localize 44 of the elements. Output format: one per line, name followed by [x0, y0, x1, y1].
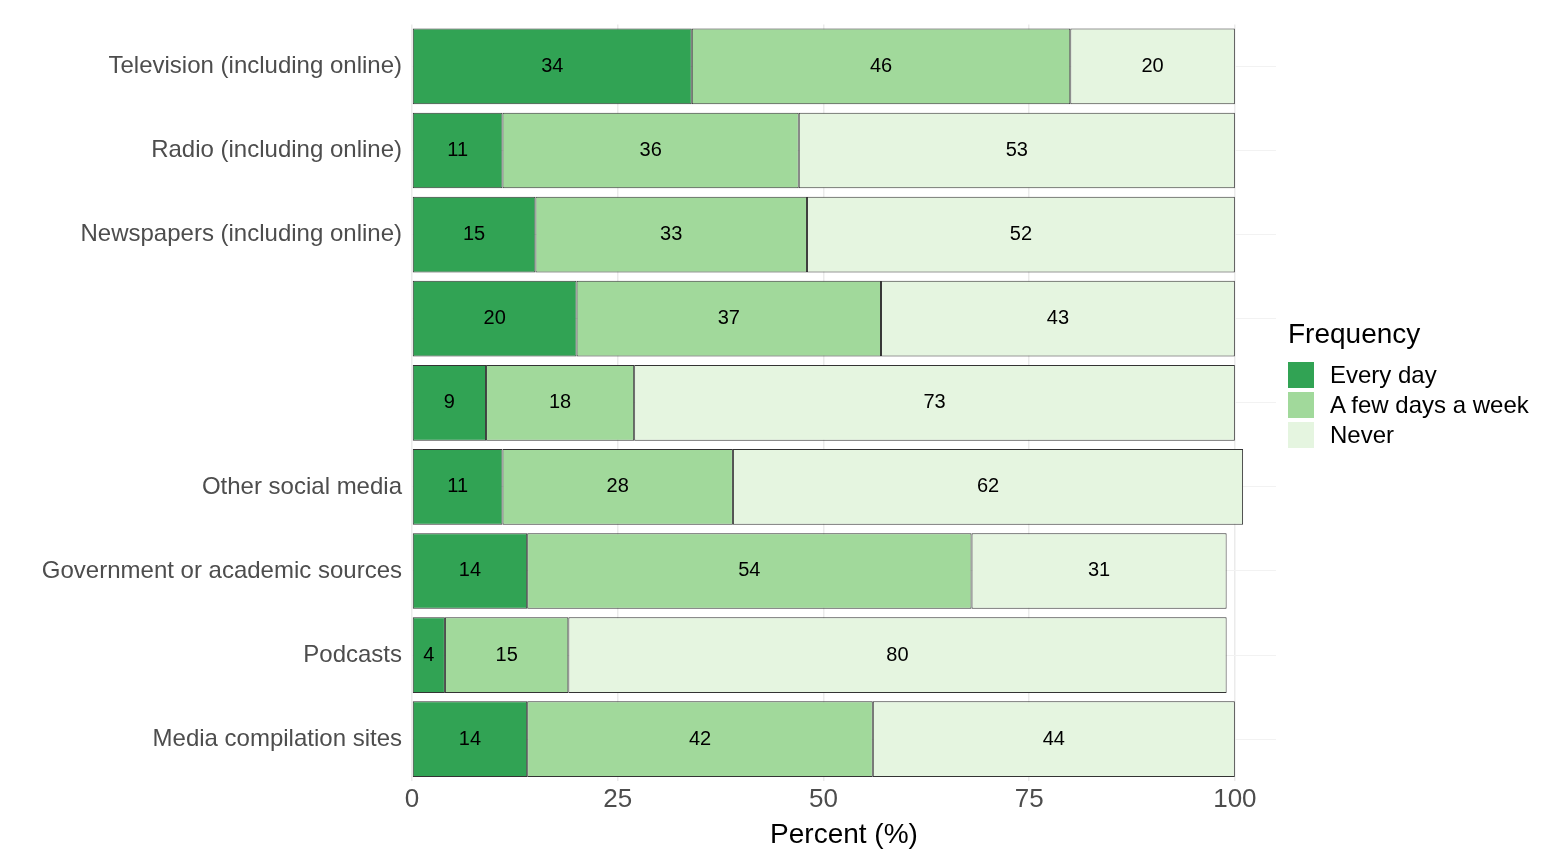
- x-axis-title: Percent (%): [770, 817, 918, 849]
- legend-title: Frequency: [1288, 318, 1422, 350]
- data-label: 11: [447, 138, 469, 161]
- data-label: 20: [1141, 53, 1164, 76]
- data-label: 14: [458, 558, 482, 581]
- legend-label: Never: [1330, 421, 1395, 449]
- data-label: 4: [423, 642, 435, 665]
- data-label: 34: [541, 53, 564, 76]
- data-label: 11: [447, 474, 469, 497]
- data-label: 37: [717, 306, 740, 329]
- y-tick-label: Newspapers (including online): [80, 219, 402, 247]
- y-tick-label: Government or academic sources: [41, 555, 402, 583]
- y-tick-label: Television (including online): [108, 51, 402, 79]
- data-label: 15: [495, 642, 518, 665]
- data-label: 9: [443, 390, 455, 413]
- data-label: 33: [660, 222, 683, 245]
- data-label: 53: [1005, 138, 1028, 161]
- data-label: 15: [462, 222, 486, 245]
- data-label: 44: [1042, 726, 1065, 749]
- legend-label: Every day: [1330, 361, 1437, 389]
- data-label: 20: [483, 306, 506, 329]
- data-label: 18: [548, 390, 572, 413]
- data-label: 62: [976, 474, 1000, 497]
- data-label: 14: [458, 726, 482, 749]
- x-tick-label: 0: [404, 782, 420, 813]
- data-label: 52: [1009, 222, 1033, 245]
- data-label: 28: [606, 474, 629, 497]
- legend-label: A few days a week: [1330, 391, 1529, 419]
- x-tick-label: 25: [603, 782, 633, 813]
- data-label: 31: [1087, 558, 1111, 581]
- data-label: 54: [738, 558, 761, 581]
- data-label: 36: [639, 138, 662, 161]
- data-label: 73: [923, 390, 946, 413]
- y-tick-label: Radio (including online): [151, 135, 402, 163]
- x-tick-label: 50: [808, 782, 838, 813]
- data-label: 80: [886, 642, 909, 665]
- data-label: 43: [1046, 306, 1070, 329]
- data-label: 42: [688, 726, 712, 749]
- x-tick-label: 75: [1014, 782, 1044, 813]
- y-tick-label: Other social media: [201, 471, 403, 499]
- data-label: 46: [869, 53, 893, 76]
- x-tick-label: 100: [1213, 782, 1257, 813]
- y-tick-label: Podcasts: [303, 639, 402, 667]
- y-tick-label: Media compilation sites: [152, 723, 402, 751]
